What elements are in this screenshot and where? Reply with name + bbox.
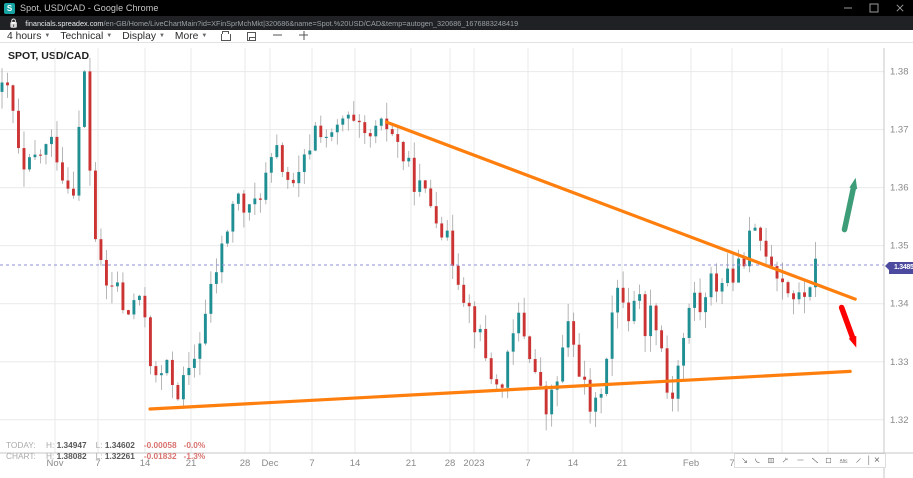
svg-text:14: 14 [350,458,361,469]
svg-text:Dec: Dec [262,458,279,469]
svg-text:7: 7 [525,458,530,469]
svg-text:2023: 2023 [463,458,484,469]
svg-text:1.36: 1.36 [890,183,909,194]
svg-text:1.38: 1.38 [890,67,909,78]
svg-text:1.32: 1.32 [890,415,909,426]
svg-text:Feb: Feb [683,458,699,469]
svg-text:1.34: 1.34 [890,299,909,310]
svg-text:7: 7 [309,458,314,469]
svg-text:28: 28 [240,458,251,469]
svg-text:1.37: 1.37 [890,125,909,136]
svg-text:21: 21 [406,458,417,469]
svg-text:28: 28 [445,458,456,469]
svg-text:1.33: 1.33 [890,357,909,368]
svg-text:1.35: 1.35 [890,241,909,252]
svg-text:14: 14 [568,458,579,469]
svg-text:21: 21 [617,458,628,469]
